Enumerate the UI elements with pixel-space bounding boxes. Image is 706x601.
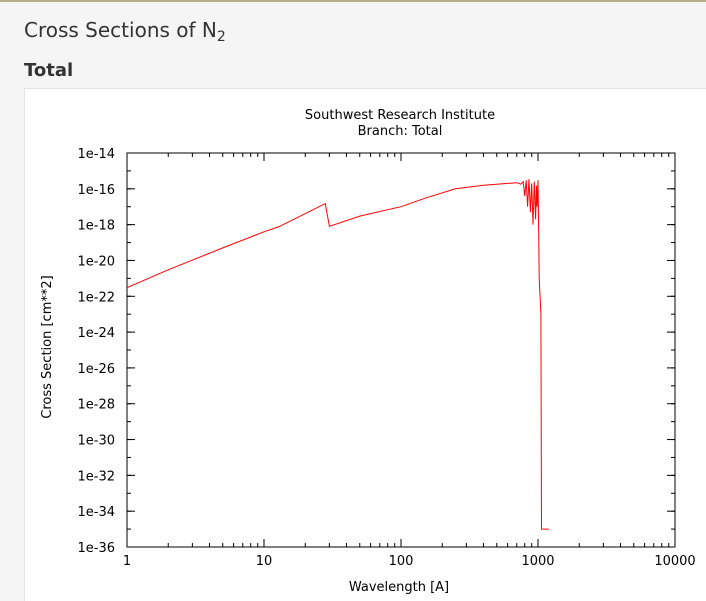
cross-section-chart: Southwest Research Institute Branch: Tot… bbox=[40, 108, 696, 595]
chart-card: Southwest Research Institute Branch: Tot… bbox=[24, 88, 706, 601]
section-title: Total bbox=[24, 60, 74, 81]
y-tick-label: 1e-22 bbox=[77, 290, 115, 305]
page-title-subscript: 2 bbox=[216, 29, 226, 45]
y-tick-label: 1e-14 bbox=[77, 147, 115, 162]
y-tick-label: 1e-16 bbox=[77, 183, 115, 198]
plot-frame bbox=[126, 152, 676, 548]
x-tick-label: 1000 bbox=[521, 554, 554, 569]
y-tick-label: 1e-20 bbox=[77, 254, 115, 269]
axis-ticks bbox=[126, 152, 676, 548]
chart-title: Southwest Research Institute bbox=[305, 108, 495, 123]
y-axis-label: Cross Section [cm**2] bbox=[40, 275, 55, 418]
tick-labels: 1 10 100 1000 10000 1e-14 1e-16 1e-18 1e-20 1e-22… bbox=[77, 147, 695, 569]
y-tick-label: 1e-36 bbox=[77, 541, 115, 556]
x-tick-label: 1 bbox=[123, 554, 131, 569]
x-axis-label: Wavelength [A] bbox=[349, 580, 449, 595]
y-tick-label: 1e-24 bbox=[77, 326, 115, 341]
y-tick-label: 1e-26 bbox=[77, 362, 115, 377]
y-tick-label: 1e-18 bbox=[77, 219, 115, 234]
chart-subtitle: Branch: Total bbox=[358, 124, 443, 139]
y-tick-label: 1e-28 bbox=[77, 398, 115, 413]
series-line-0 bbox=[126, 179, 549, 530]
x-tick-label: 10000 bbox=[654, 554, 695, 569]
page-title: Cross Sections of N2 bbox=[24, 18, 226, 45]
x-tick-label: 100 bbox=[389, 554, 414, 569]
y-tick-label: 1e-30 bbox=[77, 434, 115, 449]
page-title-text: Cross Sections of N bbox=[24, 18, 217, 42]
x-tick-label: 10 bbox=[256, 554, 273, 569]
y-tick-label: 1e-34 bbox=[77, 505, 115, 520]
y-tick-label: 1e-32 bbox=[77, 469, 115, 484]
series-group bbox=[126, 179, 549, 530]
header-rule bbox=[0, 0, 706, 2]
